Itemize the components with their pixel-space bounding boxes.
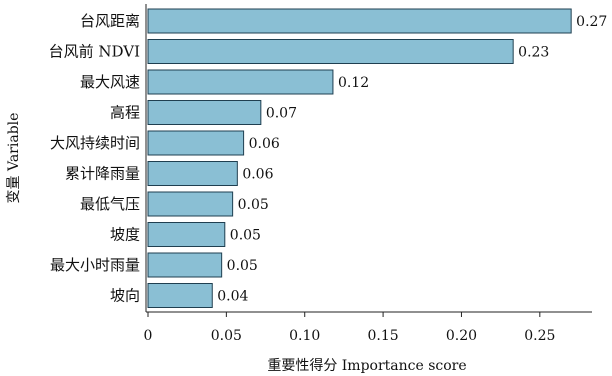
x-axis: [145, 4, 592, 313]
bar: [147, 39, 514, 64]
category-label: 最大小时雨量: [50, 256, 140, 274]
category-label: 高程: [110, 104, 140, 122]
bar: [147, 252, 223, 278]
category-label: 大风持续时间: [50, 134, 140, 152]
bar: [147, 130, 245, 156]
value-label: 0.27: [576, 14, 607, 30]
y-axis-title: 变量 Variable: [6, 113, 22, 204]
x-axis-title: 重要性得分 Importance score: [267, 357, 466, 374]
category-label: 坡向: [110, 287, 140, 305]
category-label: 最低气压: [80, 195, 140, 213]
bar: [147, 191, 234, 217]
x-tick-label: 0.20: [446, 328, 477, 344]
value-label: 0.05: [238, 197, 269, 213]
x-tick-label: 0.05: [211, 328, 242, 344]
bar: [147, 222, 226, 247]
category-label: 累计降雨量: [65, 165, 140, 183]
category-label: 最大风速: [80, 73, 140, 91]
bar: [147, 283, 213, 308]
value-label: 0.05: [230, 228, 261, 244]
bars-layer: [147, 8, 572, 308]
value-label: 0.12: [338, 75, 369, 91]
value-labels: 0.27 0.23 0.12 0.07 0.06 0.06 0.05 0.05 0.05 0.04: [217, 14, 607, 305]
value-label: 0.23: [518, 45, 549, 61]
bar: [147, 8, 572, 34]
value-label: 0.06: [242, 167, 273, 183]
value-label: 0.06: [249, 136, 280, 152]
x-tick-label: 0: [144, 328, 153, 344]
value-label: 0.05: [227, 258, 258, 274]
bar: [147, 161, 238, 186]
x-tick-label: 0.10: [289, 328, 320, 344]
x-tick-label: 0.25: [524, 328, 555, 344]
category-label: 坡度: [110, 226, 140, 244]
bar: [147, 69, 334, 95]
category-label: 台风前 NDVI: [49, 43, 140, 61]
x-tick-label: 0.15: [368, 328, 399, 344]
value-label: 0.04: [217, 289, 248, 305]
x-ticks: 0 0.05 0.10 0.15 0.20 0.25: [144, 312, 555, 344]
bar: [147, 100, 262, 125]
value-label: 0.07: [266, 106, 297, 122]
category-label: 台风距离: [80, 12, 140, 30]
